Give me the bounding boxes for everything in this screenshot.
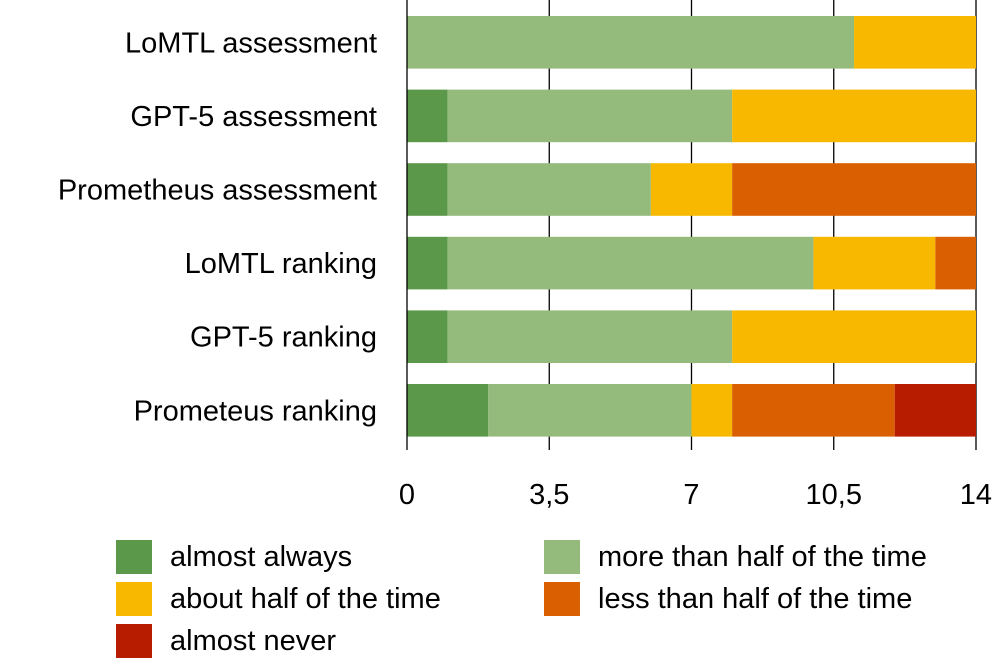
bar-2-more-than-half-of-the-time: [447, 163, 651, 216]
legend-item: less than half of the time: [544, 582, 912, 616]
legend-swatch: [116, 582, 152, 616]
category-label: GPT-5 assessment: [130, 101, 377, 133]
category-label: LoMTL assessment: [125, 27, 377, 59]
category-label: LoMTL ranking: [185, 248, 377, 280]
legend-item: more than half of the time: [544, 540, 927, 574]
legend-swatch: [116, 624, 152, 658]
x-tick-labels: 0 3,5 7 10,5 14: [399, 479, 992, 511]
category-label: Prometheus assessment: [58, 175, 377, 207]
x-tick-label: 0: [399, 479, 415, 511]
bar-5-almost-never: [894, 384, 976, 437]
bar-0-about-half-of-the-time: [854, 16, 976, 69]
bar-3-less-than-half-of-the-time: [935, 236, 976, 290]
legend-label: about half of the time: [170, 582, 441, 615]
bar-5-more-than-half-of-the-time: [488, 384, 692, 437]
legend-swatch: [544, 540, 580, 574]
x-tick-label: 10,5: [806, 479, 862, 511]
legend-label: less than half of the time: [598, 582, 913, 615]
bar-5-less-than-half-of-the-time: [732, 384, 895, 437]
bar-3-about-half-of-the-time: [813, 236, 936, 290]
legend-swatch: [544, 582, 580, 616]
bar-3-more-than-half-of-the-time: [447, 236, 814, 290]
bar-5-about-half-of-the-time: [691, 384, 733, 437]
x-tick-label: 7: [683, 479, 699, 511]
x-tick-label: 3,5: [529, 479, 569, 511]
bar-4-more-than-half-of-the-time: [447, 310, 733, 363]
bars: [407, 16, 976, 437]
bar-4-almost-always: [407, 310, 448, 363]
bar-5-almost-always: [407, 384, 489, 437]
bar-3-almost-always: [407, 236, 448, 290]
bar-2-less-than-half-of-the-time: [732, 163, 976, 216]
stacked-bar-chart: LoMTL assessment GPT-5 assessment Promethe…: [58, 0, 992, 511]
bar-4-about-half-of-the-time: [732, 310, 976, 363]
bar-1-more-than-half-of-the-time: [447, 89, 733, 143]
bar-2-about-half-of-the-time: [650, 163, 733, 216]
gridlines: [548, 0, 977, 450]
bar-1-about-half-of-the-time: [732, 89, 976, 143]
bar-2-almost-always: [407, 163, 448, 216]
legend: almost always more than half of the time a…: [116, 540, 996, 662]
legend-label: almost never: [170, 624, 337, 657]
legend-swatch: [116, 540, 152, 574]
category-label: GPT-5 ranking: [190, 322, 377, 354]
category-label: Prometeus ranking: [134, 395, 377, 427]
bar-0-more-than-half-of-the-time: [407, 16, 855, 69]
legend-item: almost never: [116, 624, 336, 658]
legend-label: almost always: [170, 540, 353, 573]
legend-item: almost always: [116, 540, 352, 574]
x-tick-label: 14: [960, 479, 992, 511]
bar-1-almost-always: [407, 89, 448, 143]
legend-item: about half of the time: [116, 582, 441, 616]
legend-label: more than half of the time: [598, 540, 927, 573]
category-labels: LoMTL assessment GPT-5 assessment Promethe…: [58, 27, 377, 427]
